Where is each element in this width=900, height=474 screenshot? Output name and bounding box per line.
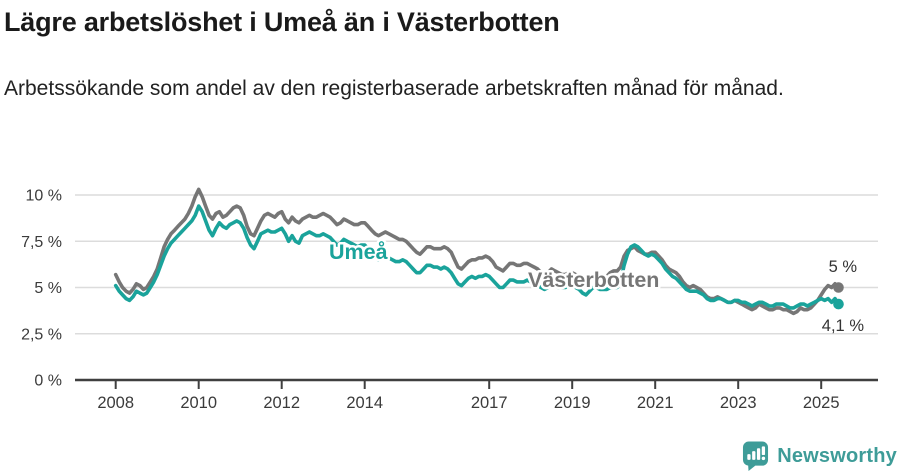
x-axis-tick-label: 2014: [346, 394, 383, 412]
x-axis-tick-label: 2008: [97, 394, 134, 412]
y-axis-tick-label: 5 %: [34, 280, 62, 297]
series-label: Västerbotten: [528, 268, 659, 292]
vasterbotten-end-dot: [833, 282, 844, 293]
x-axis-tick-label: 2021: [637, 394, 674, 412]
umea-end-dot: [833, 298, 844, 310]
x-axis-tick-label: 2019: [554, 394, 591, 412]
umea-line: [113, 204, 841, 310]
y-axis-tick-label: 7,5 %: [21, 234, 62, 251]
end-value-label: 4,1 %: [822, 317, 865, 335]
chart-title: Lägre arbetslöshet i Umeå än i Västerbot…: [4, 7, 560, 37]
x-axis-tick-label: 2025: [803, 394, 840, 412]
newsworthy-brand-link[interactable]: Newsworthy: [742, 441, 897, 471]
end-value-label: 5 %: [829, 258, 858, 276]
y-axis-tick-label: 2,5 %: [21, 326, 62, 343]
x-axis-tick-label: 2017: [471, 394, 508, 412]
series-label: Umeå: [329, 240, 389, 264]
x-axis-tick-label: 2010: [180, 394, 217, 412]
chart-header: Lägre arbetslöshet i Umeå än i Västerbot…: [4, 4, 884, 104]
bar-chart-pin-icon: [743, 441, 769, 471]
y-axis-tick-label: 10 %: [26, 188, 62, 205]
x-axis-tick-label: 2012: [263, 394, 300, 412]
chart-subtitle: Arbetssökande som andel av den registerb…: [4, 76, 784, 100]
x-axis-tick-label: 2023: [720, 394, 757, 412]
y-axis-tick-label: 0 %: [34, 373, 62, 390]
newsworthy-brand-text: Newsworthy: [777, 444, 897, 467]
vasterbotten-line: [113, 187, 841, 316]
